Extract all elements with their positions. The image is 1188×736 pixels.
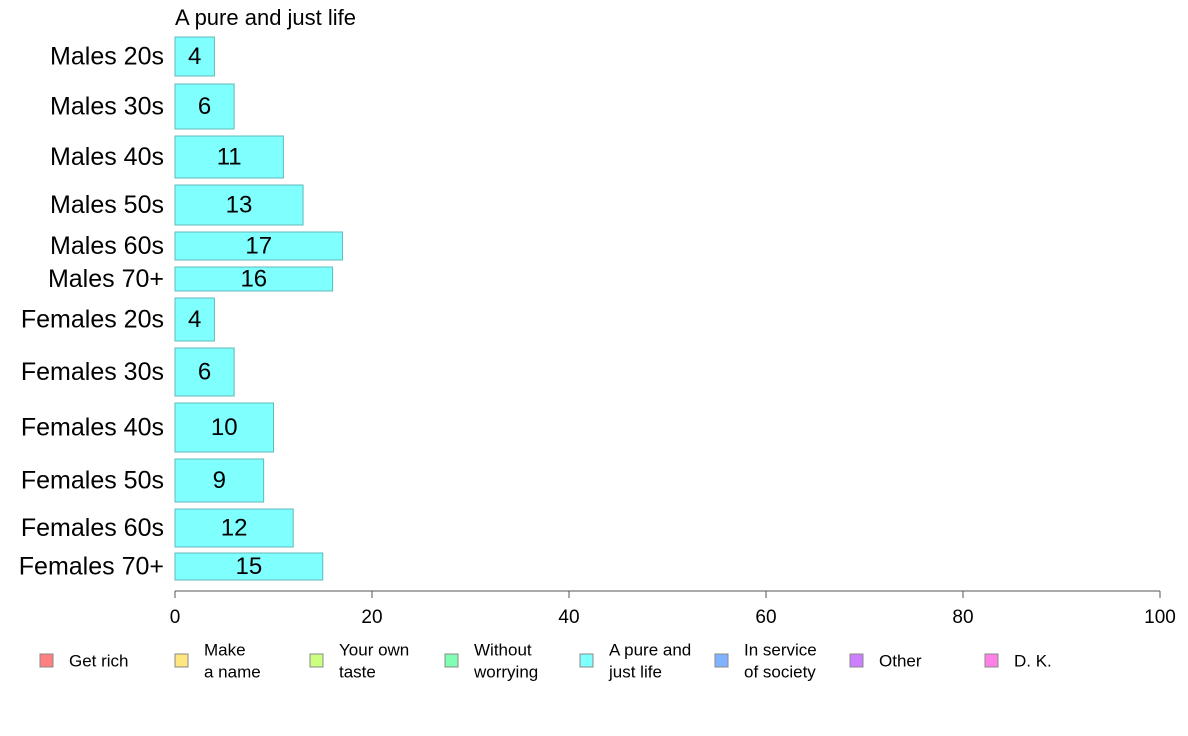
legend-label: just life: [608, 663, 662, 682]
legend-label: of society: [744, 663, 816, 682]
bar-value-label: 4: [188, 306, 201, 333]
category-label: Females 30s: [21, 358, 164, 386]
legend-swatch: [444, 653, 459, 668]
bar-value-label: 11: [217, 144, 242, 171]
bar: [174, 347, 235, 397]
bar-value-label: 12: [221, 515, 248, 542]
legend-swatch: [579, 653, 594, 668]
bar: [174, 135, 284, 179]
legend-label: a name: [204, 663, 261, 682]
chart-title: A pure and just life: [175, 5, 356, 30]
x-axis: 0 20 40 60 80 100: [170, 590, 1176, 628]
category-label: Males 20s: [50, 43, 164, 71]
legend-swatch: [984, 653, 999, 668]
bar: [174, 297, 215, 342]
bar-value-label: 10: [211, 414, 238, 441]
bar: [174, 402, 274, 453]
category-label: Females 20s: [21, 306, 164, 334]
x-tick-label: 100: [1144, 607, 1176, 628]
legend-swatch: [714, 653, 729, 668]
legend-swatch: [849, 653, 864, 668]
bar: [174, 184, 304, 226]
legend-label: Other: [879, 652, 922, 671]
bar: [174, 83, 235, 130]
category-label: Males 60s: [50, 232, 164, 260]
bar-value-label: 15: [236, 553, 263, 580]
legend: Get rich Make a name Your own taste Without wo…: [39, 641, 1052, 682]
bar: [174, 508, 294, 548]
bar-value-label: 6: [198, 93, 211, 120]
legend-label: Get rich: [69, 652, 129, 671]
legend-label: D. K.: [1014, 652, 1052, 671]
bars: Males 20s 4 Males 30s 6 Males 40s 11 Males 50s…: [19, 36, 343, 581]
bar-value-label: 9: [213, 467, 226, 494]
bar-value-label: 4: [188, 43, 201, 70]
bar: [174, 458, 265, 503]
legend-label: worrying: [473, 663, 538, 682]
category-label: Males 50s: [50, 191, 164, 219]
bar-value-label: 17: [245, 233, 272, 260]
legend-swatch: [309, 653, 324, 668]
bar-value-label: 6: [198, 359, 211, 386]
x-tick-label: 80: [952, 607, 973, 628]
x-tick-label: 60: [755, 607, 776, 628]
legend-label: Make: [204, 641, 246, 660]
legend-label: Without: [474, 641, 532, 660]
x-tick-label: 0: [170, 607, 181, 628]
legend-label: A pure and: [609, 641, 691, 660]
legend-label: In service: [744, 641, 817, 660]
bar: [174, 266, 334, 292]
bar: [174, 36, 215, 77]
bar-value-label: 16: [240, 266, 267, 293]
bar-value-label: 13: [226, 192, 253, 219]
legend-label: taste: [339, 663, 376, 682]
bar: [174, 552, 324, 581]
category-label: Males 70+: [48, 265, 164, 293]
category-label: Males 30s: [50, 93, 164, 121]
legend-swatch: [174, 653, 189, 668]
category-label: Females 60s: [21, 514, 164, 542]
x-tick-label: 40: [558, 607, 579, 628]
x-tick-label: 20: [361, 607, 382, 628]
category-label: Females 70+: [19, 553, 164, 581]
category-label: Females 50s: [21, 467, 164, 495]
bar: [174, 231, 343, 261]
category-label: Males 40s: [50, 143, 164, 171]
category-label: Females 40s: [21, 414, 164, 442]
legend-swatch: [39, 653, 54, 668]
legend-label: Your own: [339, 641, 409, 660]
